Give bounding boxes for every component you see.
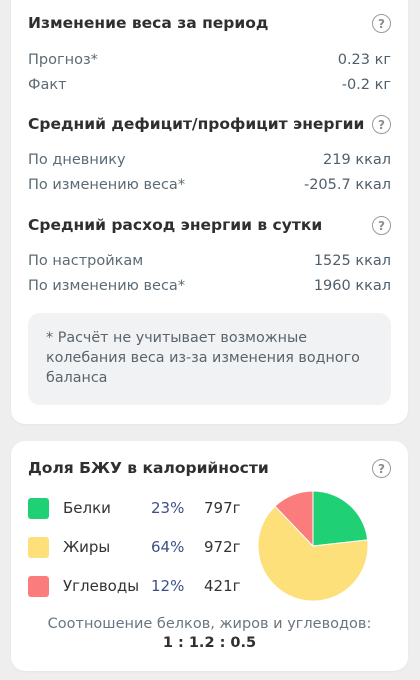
fact-row: Факт -0.2 кг	[28, 77, 391, 93]
deficit-title: Средний дефицит/профицит энергии	[28, 115, 365, 133]
expenditure-weight-row: По изменению веса* 1960 ккал	[28, 278, 391, 294]
legend-row-carbs: Углеводы 12% 421г	[28, 575, 241, 597]
deficit-weight-label: По изменению веса*	[28, 177, 186, 193]
weight-change-title: Изменение веса за период	[28, 14, 269, 32]
ratio-label: Соотношение белков, жиров и углеводов:	[47, 616, 372, 632]
pie-slice-fat	[257, 505, 369, 602]
legend-name-protein: Белки	[63, 499, 111, 517]
legend-name-fat: Жиры	[63, 538, 111, 556]
legend-row-fat: Жиры 64% 972г	[28, 536, 241, 558]
fact-value: -0.2 кг	[341, 77, 391, 93]
legend-grams-protein: 797г	[204, 499, 241, 517]
forecast-row: Прогноз* 0.23 кг	[28, 52, 391, 68]
energy-summary-card: Изменение веса за период ? Прогноз* 0.23…	[11, 0, 408, 424]
settings-row: По настройкам 1525 ккал	[28, 253, 391, 269]
legend-row-protein: Белки 23% 797г	[28, 497, 241, 519]
bju-card: Доля БЖУ в калорийности ? Белки 23% 797г…	[11, 441, 408, 671]
bju-pie-chart	[257, 490, 369, 602]
forecast-label: Прогноз*	[28, 52, 98, 68]
legend-percent-carbs: 12%	[151, 577, 185, 595]
expenditure-title: Средний расход энергии в сутки	[28, 216, 323, 234]
pie-slice-protein	[312, 490, 369, 547]
expenditure-weight-label: По изменению веса*	[28, 278, 186, 294]
legend-percent-fat: 64%	[151, 538, 185, 556]
expenditure-weight-value: 1960 ккал	[313, 278, 391, 294]
settings-label: По настройкам	[28, 253, 144, 269]
disclaimer-note: * Расчёт не учитывает возможные колебани…	[28, 313, 391, 405]
legend-swatch-fat	[28, 536, 49, 558]
legend-name-carbs: Углеводы	[63, 577, 140, 595]
legend-grams-carbs: 421г	[204, 577, 241, 595]
ratio-value: 1 : 1.2 : 0.5	[162, 635, 257, 651]
deficit-help-icon[interactable]: ?	[372, 115, 391, 134]
legend-grams-fat: 972г	[204, 538, 241, 556]
deficit-weight-row: По изменению веса* -205.7 ккал	[28, 177, 391, 193]
forecast-value: 0.23 кг	[337, 52, 391, 68]
legend-swatch-carbs	[28, 575, 49, 597]
deficit-weight-value: -205.7 ккал	[303, 177, 391, 193]
expenditure-help-icon[interactable]: ?	[372, 216, 391, 235]
settings-value: 1525 ккал	[313, 253, 391, 269]
diary-label: По дневнику	[28, 152, 126, 168]
legend-percent-protein: 23%	[151, 499, 185, 517]
diary-value: 219 ккал	[323, 152, 391, 168]
fact-label: Факт	[28, 77, 67, 93]
pie-slice-carbs	[274, 490, 314, 548]
legend-swatch-protein	[28, 497, 49, 519]
bju-help-icon[interactable]: ?	[372, 459, 391, 478]
weight-change-help-icon[interactable]: ?	[372, 14, 391, 33]
diary-row: По дневнику 219 ккал	[28, 152, 391, 168]
bju-title: Доля БЖУ в калорийности	[28, 459, 269, 477]
